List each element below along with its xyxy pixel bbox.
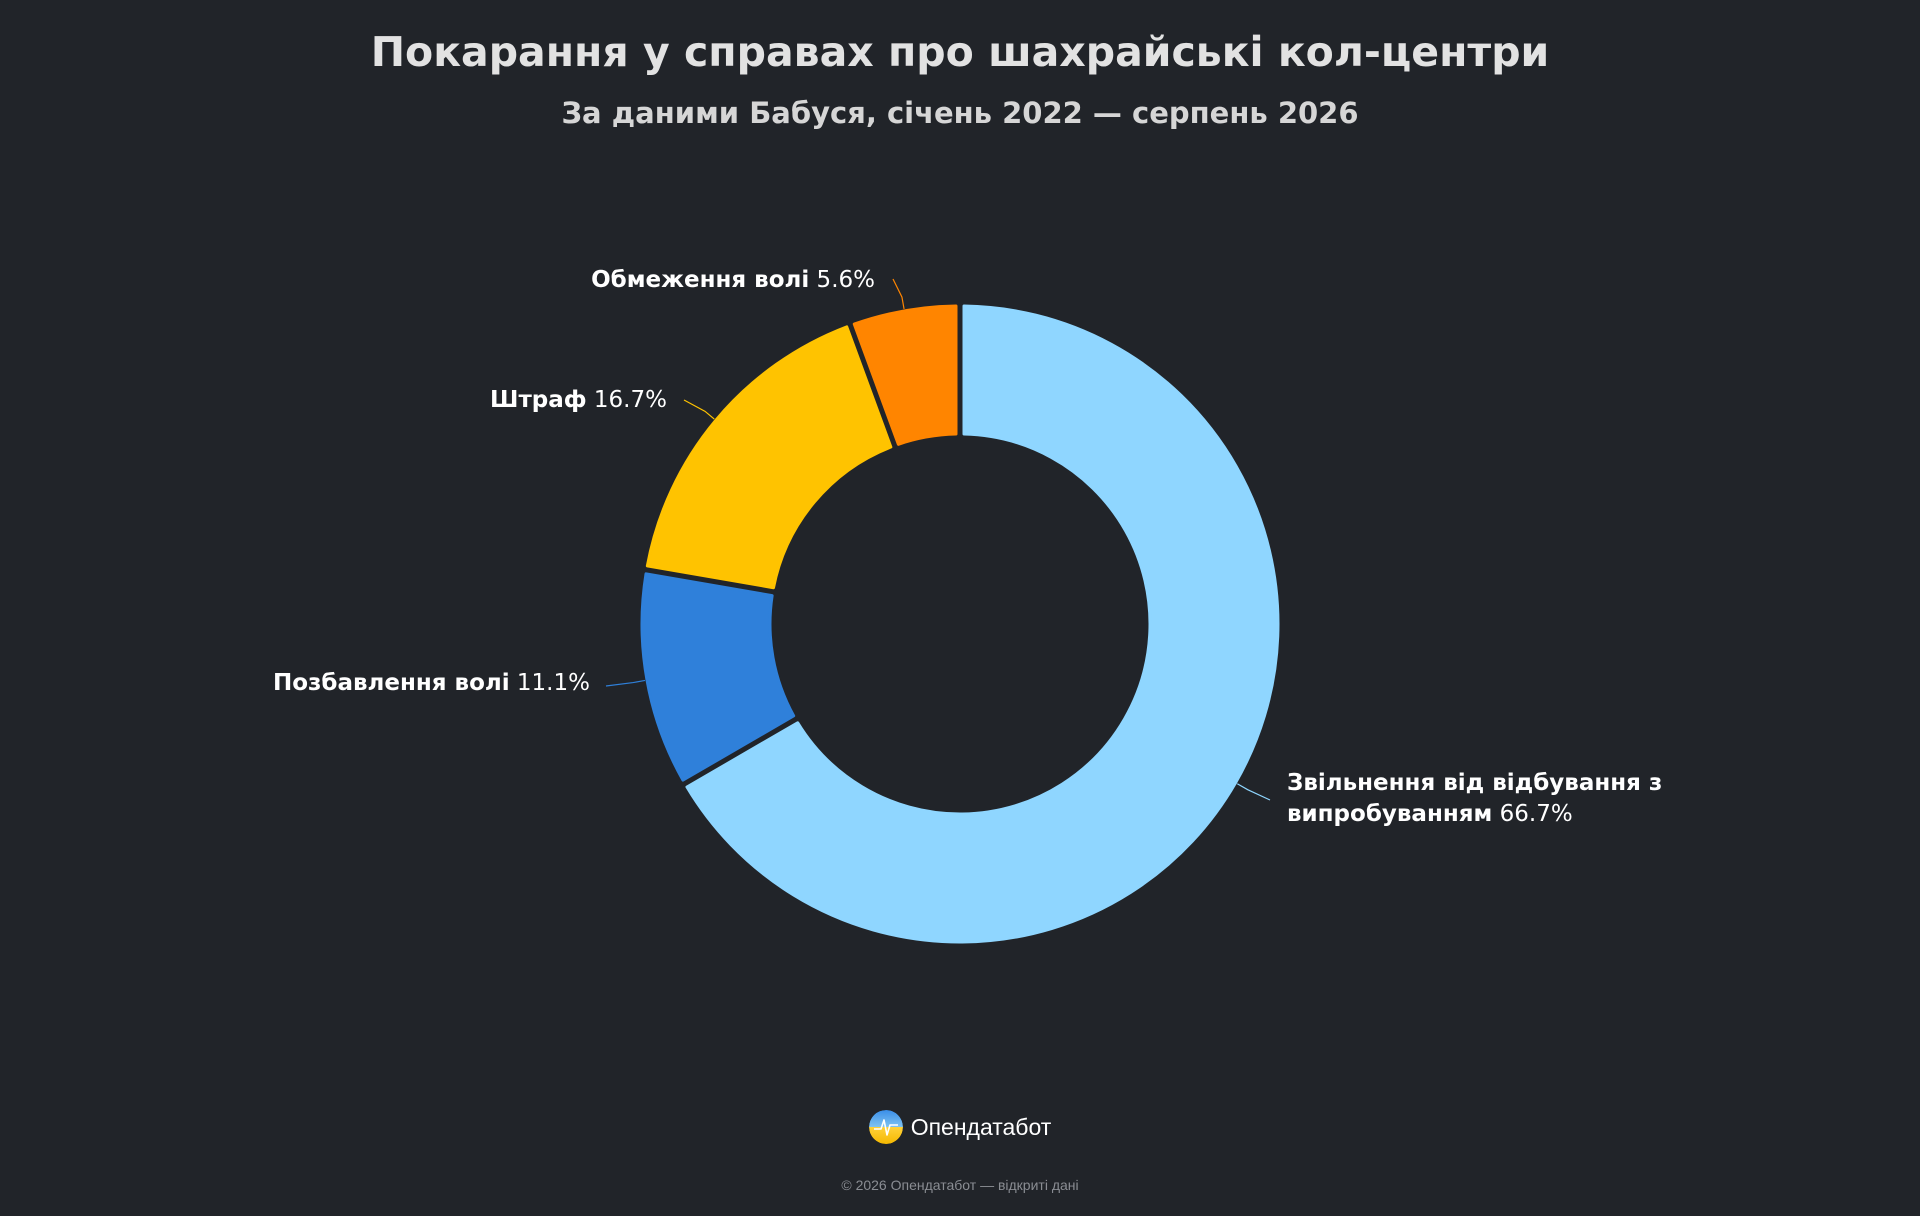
slice-labels: Звільнення від відбування з випробуванням… [273,267,1662,827]
slice-label-name: випробуванням [1287,801,1492,827]
slice-label-value: 11.1% [510,670,590,696]
brand-name: Опендатабот [910,1113,1052,1140]
label-leader-lines [605,278,1271,801]
opendatabot-logo-icon [868,1110,903,1144]
chart-title: Покарання у справах про шахрайські кол-ц… [370,28,1550,76]
slice-label-value: 66.7% [1492,801,1572,827]
slice-label-name: Штраф [490,387,587,413]
leader-line-3 [892,278,905,310]
slice-label-name: Обмеження волі [591,267,809,293]
slice-label-1: Позбавлення волі 11.1% [273,670,590,696]
slice-label-value: 16.7% [587,387,667,413]
donut-slices [640,304,1280,944]
slice-label-3: Обмеження волі 5.6% [591,267,875,293]
leader-line-1 [605,679,646,687]
leader-line-0 [1236,783,1271,801]
chart-subtitle: За даними Бабуся, січень 2022 — серпень … [561,96,1359,130]
donut-slice-2 [645,325,893,590]
donut-slice-0 [685,304,1280,944]
slice-label-value: 5.6% [809,267,875,293]
copyright-text: © 2026 Опендатабот — відкриті дані [841,1177,1079,1193]
brand: Опендатабот [0,1110,1920,1144]
slice-label-0: Звільнення від відбування з випробуванням… [1287,770,1662,827]
slice-label-name: Позбавлення волі [273,670,510,696]
donut-slice-3 [852,304,958,446]
donut-slice-1 [640,572,796,782]
leader-line-2 [683,399,715,420]
slice-label-name: Звільнення від відбування з [1287,770,1662,796]
slice-label-2: Штраф 16.7% [490,387,667,413]
